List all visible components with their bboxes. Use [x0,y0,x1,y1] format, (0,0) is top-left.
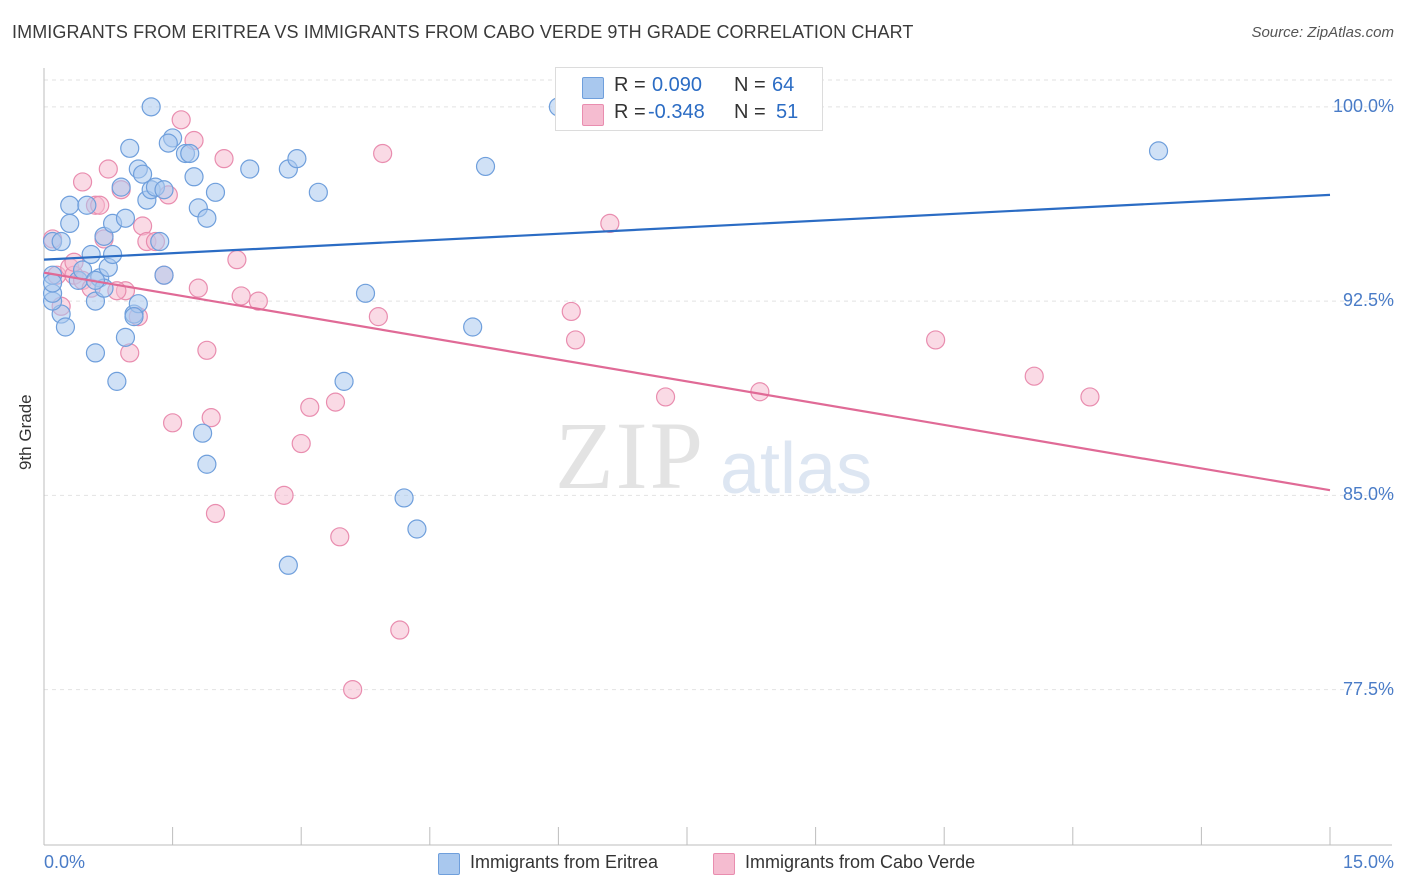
eritrea-point [287,149,307,169]
legend-r-value-eritrea: 0.090 [652,74,703,96]
eritrea-point [394,488,414,508]
cabo-verde-point [343,679,363,700]
eritrea-point [240,159,260,179]
y-tick-label: 92.5% [1342,290,1394,311]
x-tick-label-max: 15.0% [1342,852,1394,872]
eritrea-point [197,208,217,228]
axes [43,68,1392,846]
eritrea-point [197,454,217,474]
legend-n-label: N = [734,101,766,123]
cabo-verde-point [188,278,208,298]
eritrea-point [180,143,200,164]
legend-row-cabo-verde: R = -0.348 N = 51 [556,101,822,127]
eritrea-trend-line [43,193,1331,261]
cabo-verde-trend-line [43,271,1331,492]
legend-n-value-eritrea: 64 [772,74,795,96]
cabo-verde-point [248,291,268,311]
chart-source: Source: ZipAtlas.com [1251,24,1394,41]
watermark-zip: ZIP [555,402,705,509]
cabo-verde-point [330,527,350,547]
eritrea-point [463,317,483,337]
legend-r-label: R = [614,74,646,96]
eritrea-point [42,273,63,293]
bottom-legend-cabo-verde: Immigrants from Cabo Verde [745,852,976,872]
eritrea-point [475,156,496,177]
cabo-verde-point [600,213,620,233]
chart-title: IMMIGRANTS FROM ERITREA VS IMMIGRANTS FR… [12,22,914,42]
y-tick-label: 100.0% [1332,95,1394,116]
eritrea-point [85,343,106,363]
bottom-legend-eritrea: Immigrants from Eritrea [470,852,659,872]
cabo-verde-point [163,413,183,433]
cabo-verde-point [205,503,226,524]
eritrea-point [193,423,213,443]
cabo-verde-point [291,433,311,454]
bottom-legend-swatch-cabo-verde [713,853,735,875]
cabo-verde-point [227,250,247,270]
legend-r-value-cabo-verde: -0.348 [648,101,705,123]
eritrea-point [51,231,71,252]
cabo-verde-point [325,392,346,412]
eritrea-points [42,97,1169,575]
cabo-verde-point [373,143,393,164]
eritrea-point [107,371,127,391]
eritrea-point [1148,141,1169,161]
cabo-verde-point [926,330,946,350]
eritrea-point [81,244,101,265]
eritrea-point [102,244,123,265]
cabo-verde-point [1080,387,1100,407]
y-axis-label: 9th Grade [16,394,35,470]
cabo-verde-point [655,387,676,407]
cabo-verde-point [171,110,191,130]
legend-row-eritrea: R = 0.090 N = 64 [556,74,822,100]
legend-swatch-cabo-verde [582,104,604,126]
cabo-verde-point [214,149,234,169]
eritrea-point [334,371,354,391]
legend-swatch-eritrea [582,77,604,99]
eritrea-point [124,307,144,327]
eritrea-point [115,327,136,347]
eritrea-point [77,195,97,215]
eritrea-point [205,182,226,202]
eritrea-point [60,195,80,215]
y-tick-label: 85.0% [1342,484,1394,505]
x-tick-label-min: 0.0% [44,852,86,872]
cabo-verde-point [98,159,118,179]
eritrea-point [141,97,161,117]
legend-n-label: N = [734,74,766,96]
eritrea-point [158,133,178,153]
legend-r-label: R = [614,101,646,123]
eritrea-point [407,519,427,539]
stats-legend: R = 0.090 N = 64 R = -0.348 N = 51 [555,67,823,131]
cabo-verde-point [390,620,410,640]
eritrea-point [278,555,298,575]
cabo-verde-point [72,172,93,192]
cabo-verde-point [197,340,217,360]
trend-lines [43,193,1331,492]
eritrea-point [184,167,204,187]
legend-n-value-cabo-verde: 51 [776,101,799,123]
eritrea-point [115,208,136,228]
eritrea-point [60,213,80,233]
cabo-verde-point [201,408,221,428]
cabo-verde-point [565,330,586,350]
eritrea-point [132,164,153,184]
cabo-verde-point [1024,366,1044,386]
eritrea-point [111,177,131,197]
y-tick-label: 77.5% [1342,678,1394,699]
cabo-verde-point [231,286,251,306]
eritrea-point [308,182,328,202]
bottom-legend-swatch-eritrea [438,853,460,875]
eritrea-point [355,283,376,303]
cabo-verde-point [368,307,388,327]
eritrea-point [150,231,170,252]
eritrea-point [154,265,174,285]
cabo-verde-point [300,397,320,417]
eritrea-point [154,180,174,200]
cabo-verde-point [274,485,294,505]
cabo-verde-point [561,301,581,322]
eritrea-point [120,138,140,158]
eritrea-point [55,317,76,337]
